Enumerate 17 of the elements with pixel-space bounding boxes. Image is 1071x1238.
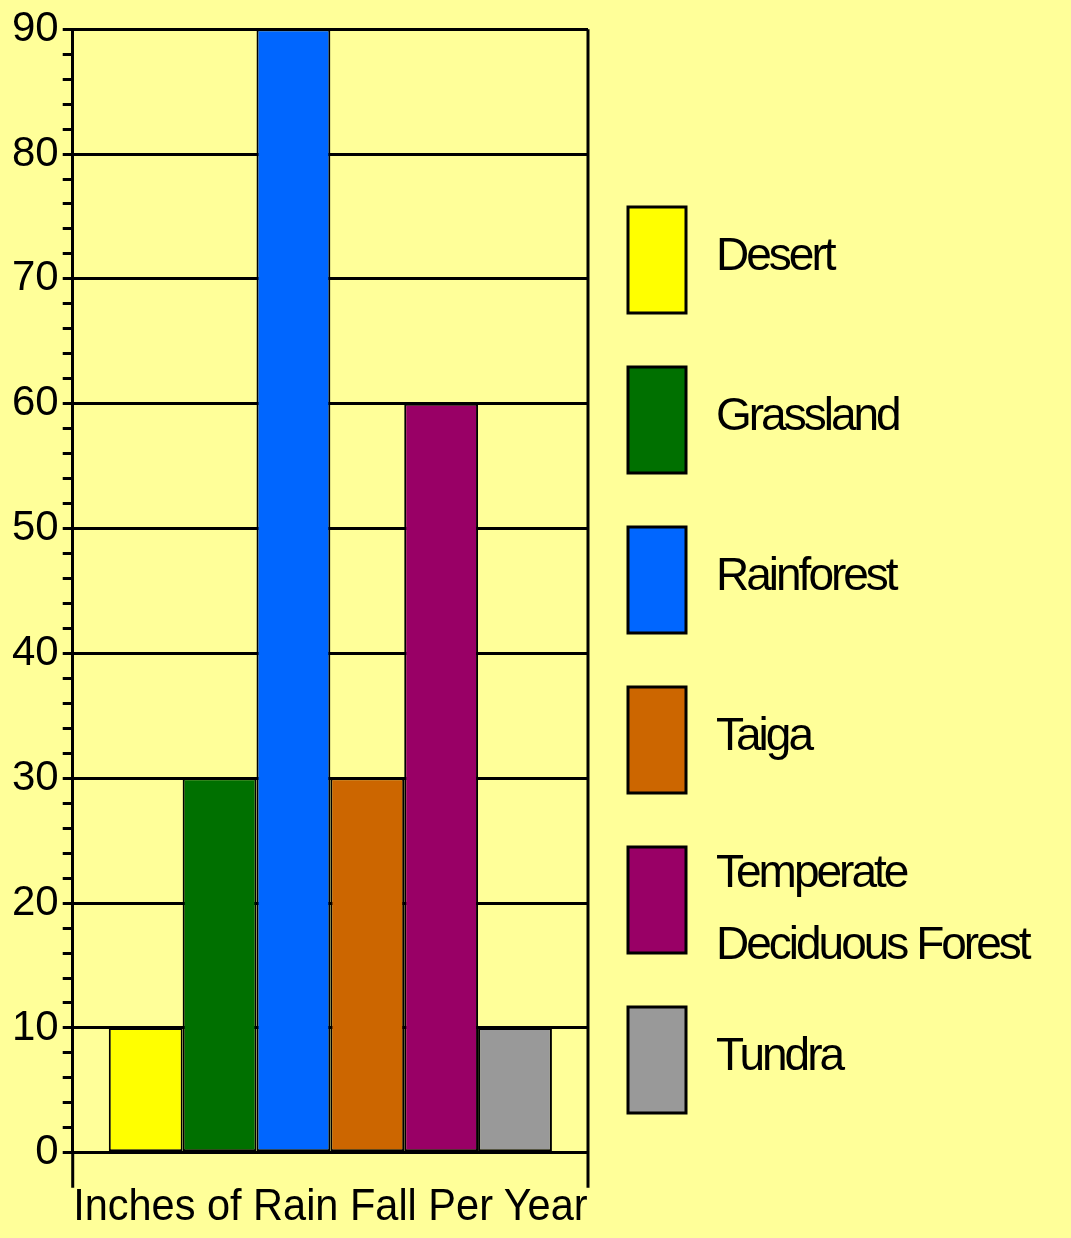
y-tick-label: 20 xyxy=(12,876,59,924)
y-tick-label: 40 xyxy=(12,627,59,674)
legend-label: Tundra xyxy=(716,1027,846,1080)
y-tick-label: 80 xyxy=(12,127,59,175)
y-tick-label: 10 xyxy=(12,1001,59,1049)
legend-label: Rainforest xyxy=(716,547,899,600)
y-tick-label: 0 xyxy=(35,1126,59,1174)
y-tick-label: 60 xyxy=(12,377,59,425)
y-tick-label: 90 xyxy=(12,2,59,50)
y-tick-label: 30 xyxy=(12,751,59,799)
legend-label: Temperate Deciduous Forest xyxy=(716,844,1032,969)
legend-label: Taiga xyxy=(716,707,815,760)
y-tick-label: 70 xyxy=(12,252,59,300)
legend-label: Desert xyxy=(716,227,837,280)
legend-label: Grassland xyxy=(716,387,900,440)
x-axis-title: Inches of Rain Fall Per Year xyxy=(73,1179,588,1229)
y-tick-label: 50 xyxy=(12,502,59,550)
